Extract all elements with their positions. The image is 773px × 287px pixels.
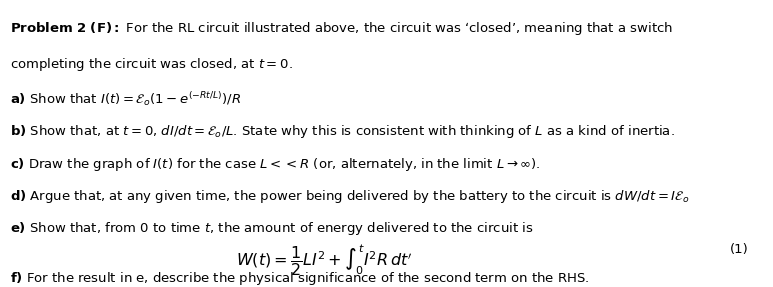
Text: $\bf{f)}$ For the result in e, describe the physical significance of the second : $\bf{f)}$ For the result in e, describe … [10, 270, 590, 287]
Text: $\bf{a)}$ Show that $I(t) = \mathcal{E}_o(1 - e^{(-Rt/L)})/R$: $\bf{a)}$ Show that $I(t) = \mathcal{E}_… [10, 90, 241, 108]
Text: $\bf{c)}$ Draw the graph of $I(t)$ for the case $L << R$ (or, alternately, in th: $\bf{c)}$ Draw the graph of $I(t)$ for t… [10, 156, 541, 173]
Text: $\bf{Problem\ 2\ (F):}$ For the RL circuit illustrated above, the circuit was ‘c: $\bf{Problem\ 2\ (F):}$ For the RL circu… [10, 20, 673, 37]
Text: $\bf{d)}$ Argue that, at any given time, the power being delivered by the batter: $\bf{d)}$ Argue that, at any given time,… [10, 188, 690, 205]
Text: $\bf{b)}$ Show that, at $t = 0$, $dI/dt = \mathcal{E}_o/L$. State why this is co: $\bf{b)}$ Show that, at $t = 0$, $dI/dt … [10, 123, 675, 140]
Text: (1): (1) [730, 243, 748, 255]
Text: $W(t) = \dfrac{1}{2}LI^2 + \int_0^{t} I^2 R\,dt'$: $W(t) = \dfrac{1}{2}LI^2 + \int_0^{t} I^… [237, 243, 413, 278]
Text: $\bf{e)}$ Show that, from 0 to time $t$, the amount of energy delivered to the c: $\bf{e)}$ Show that, from 0 to time $t$,… [10, 220, 533, 236]
Text: completing the circuit was closed, at $t = 0$.: completing the circuit was closed, at $t… [10, 56, 293, 73]
